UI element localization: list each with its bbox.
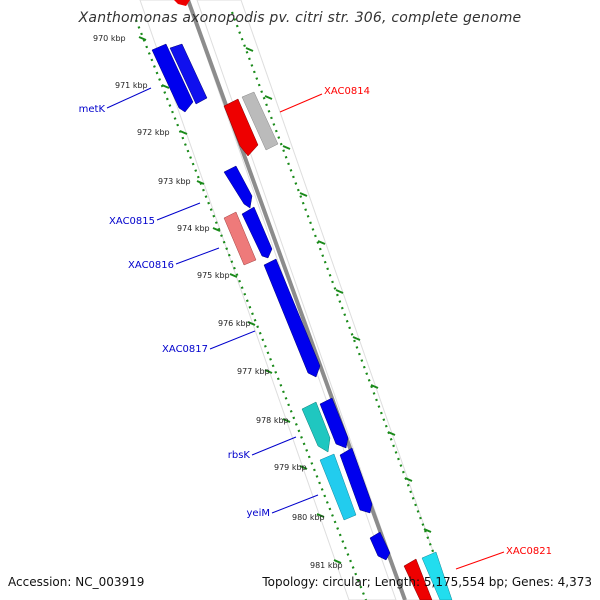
gene-top-red[interactable] [174, 0, 190, 6]
gene-metk-b[interactable] [169, 43, 208, 105]
kbp-label: 970 kbp [93, 34, 126, 43]
gene-rbsk[interactable] [301, 401, 331, 453]
kbp-label: 978 kbp [256, 416, 289, 425]
callout-lines [106, 87, 505, 570]
gene-label-yeim[interactable]: yeiM [247, 508, 270, 519]
gene-small-blue[interactable] [369, 531, 391, 561]
kbp-label: 972 kbp [137, 128, 170, 137]
gene-yeim-partner[interactable] [339, 447, 373, 514]
outer-lane-band [196, 0, 451, 600]
gene-xac0821-partner[interactable] [421, 551, 453, 600]
kbp-label: 977 kbp [237, 367, 270, 376]
kbp-label: 975 kbp [197, 271, 230, 280]
kbp-label: 979 kbp [274, 463, 307, 472]
kbp-labels: 970 kbp 971 kbp 972 kbp 973 kbp 974 kbp … [93, 34, 343, 570]
gene-yeim[interactable] [319, 453, 357, 521]
gene-xac0814[interactable] [223, 98, 259, 157]
genome-summary-text: Topology: circular; Length: 5,175,554 bp… [262, 575, 592, 589]
kbp-label: 981 kbp [310, 561, 343, 570]
gene-label-xac0815[interactable]: XAC0815 [109, 216, 155, 227]
gene-label-xac0816[interactable]: XAC0816 [128, 260, 174, 271]
genome-backbone [186, 0, 407, 600]
gene-label-xac0817[interactable]: XAC0817 [162, 344, 208, 355]
gene-xac0817[interactable] [263, 258, 321, 378]
gene-xac0815[interactable] [223, 165, 253, 209]
kbp-label: 976 kbp [218, 319, 251, 328]
major-ticks [138, 36, 432, 564]
accession-text: Accession: NC_003919 [8, 575, 145, 589]
gene-metk-a[interactable] [151, 43, 194, 113]
kbp-label: 974 kbp [177, 224, 210, 233]
kbp-label: 971 kbp [115, 81, 148, 90]
gene-xac0814-partner[interactable] [241, 91, 279, 151]
gene-rbsk-partner[interactable] [319, 397, 349, 449]
gene-label-xac0814[interactable]: XAC0814 [324, 86, 370, 97]
kbp-label: 973 kbp [158, 177, 191, 186]
inner-lane-band [139, 0, 397, 600]
gene-labels: metK XAC0814 XAC0815 XAC0816 XAC0817 rbs… [79, 86, 552, 557]
genome-title: Xanthomonas axonopodis pv. citri str. 30… [78, 10, 522, 26]
gene-xac0816[interactable] [223, 211, 257, 266]
gene-label-xac0821[interactable]: XAC0821 [506, 546, 552, 557]
kbp-label: 980 kbp [292, 513, 325, 522]
gene-xac0821[interactable] [403, 558, 433, 600]
inner-tick-line [134, 19, 368, 600]
gene-arrows [151, 0, 453, 600]
gene-xac0816-partner[interactable] [241, 206, 273, 259]
gene-label-rbsk[interactable]: rbsK [228, 450, 251, 461]
gene-label-metk[interactable]: metK [79, 104, 106, 115]
